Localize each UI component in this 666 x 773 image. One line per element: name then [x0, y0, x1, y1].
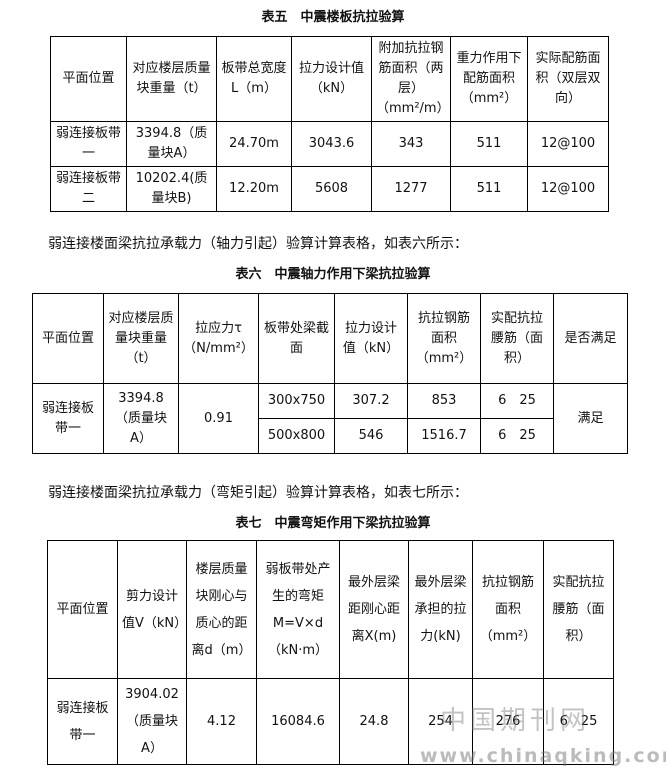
cell: 满足	[553, 383, 628, 454]
header-cell: 重力作用下配筋面积（mm²）	[450, 36, 528, 122]
header-cell: 拉力设计值（kN）	[291, 36, 372, 122]
cell: 3043.6	[291, 121, 372, 167]
header-cell: 最外层梁距刚心距离X(m)	[339, 540, 409, 679]
cell: 0.91	[178, 383, 259, 454]
cell: 343	[371, 121, 451, 167]
header-cell: 弱板带处产生的弯矩M=V×d（kN·m）	[256, 540, 340, 679]
cell: 307.2	[334, 383, 408, 419]
header-cell: 板带总宽度L（m）	[216, 36, 292, 122]
cell: 300x750	[258, 383, 335, 419]
paragraph: 弱连接楼面梁抗拉承载力（弯矩引起）验算计算表格，如表七所示：	[48, 485, 468, 501]
header-cell: 平面位置	[32, 293, 104, 384]
header-cell: 板带处梁截面	[258, 293, 335, 384]
cell: 24.8	[339, 678, 409, 765]
cell: 6 25	[480, 418, 554, 454]
header-cell: 抗拉钢筋面积（mm²）	[407, 293, 481, 384]
header-cell: 抗拉钢筋面积（mm²）	[472, 540, 544, 679]
header-cell: 最外层梁承担的拉力(kN)	[408, 540, 473, 679]
cell: 16084.6	[256, 678, 340, 765]
cell: 12@100	[527, 121, 609, 167]
cell: 弱连接板带二	[50, 166, 127, 212]
cell: 弱连接板带一	[47, 678, 118, 765]
cell: 511	[450, 166, 528, 212]
cell: 10202.4(质量块B)	[126, 166, 217, 212]
header-cell: 实配抗拉腰筋（面积）	[480, 293, 554, 384]
caption: 表七 中震弯矩作用下梁抗拉验算	[235, 516, 431, 531]
cell: 546	[334, 418, 408, 454]
cell: 511	[450, 121, 528, 167]
cell: 1516.7	[407, 418, 481, 454]
cell: 24.70m	[216, 121, 292, 167]
header-cell: 平面位置	[47, 540, 118, 679]
cell: 853	[407, 383, 481, 419]
header-cell: 实配抗拉腰筋（面积）	[543, 540, 614, 679]
caption: 表六 中震轴力作用下梁抗拉验算	[235, 267, 431, 282]
cell: 3394.8（质量块A）	[126, 121, 217, 167]
watermark: 中国期刊网	[440, 706, 591, 736]
cell: 6 25	[543, 678, 614, 765]
watermark-url: www.chinaqking.com	[420, 745, 666, 767]
cell: 弱连接板带一	[32, 383, 104, 454]
header-cell: 对应楼层质量块重量（t）	[126, 36, 217, 122]
cell: 4.12	[186, 678, 257, 765]
cell: 3904.02（质量块A）	[117, 678, 187, 765]
cell: 6 25	[480, 383, 554, 419]
cell: 3394.8（质量块A）	[103, 383, 179, 454]
header-cell: 剪力设计值V（kN）	[117, 540, 187, 679]
table: 平面位置 对应楼层质量块重量（t） 板带总宽度L（m） 拉力设计值（kN） 附加抗拉钢筋…	[50, 36, 609, 212]
cell: 1277	[371, 166, 451, 212]
caption: 表五 中震楼板抗拉验算	[261, 10, 405, 25]
cell: 5608	[291, 166, 372, 212]
cell: 弱连接板带一	[50, 121, 127, 167]
cell: 276	[472, 678, 544, 765]
cell: 500x800	[258, 418, 335, 454]
header-cell: 附加抗拉钢筋面积（两层）（mm²/m）	[371, 36, 451, 122]
header-cell: 对应楼层质量块重量（t）	[103, 293, 179, 384]
header-cell: 是否满足	[553, 293, 628, 384]
paragraph: 弱连接楼面梁抗拉承载力（轴力引起）验算计算表格，如表六所示：	[48, 236, 468, 252]
header-cell: 平面位置	[50, 36, 127, 122]
cell: 12.20m	[216, 166, 292, 212]
cell: 12@100	[527, 166, 609, 212]
table: 平面位置 剪力设计值V（kN） 楼层质量块刚心与质心的距离d（m） 弱板带处产生的弯矩…	[47, 540, 614, 765]
header-cell: 拉力设计值（kN）	[334, 293, 408, 384]
header-cell: 拉应力τ（N/mm²）	[178, 293, 259, 384]
header-cell: 楼层质量块刚心与质心的距离d（m）	[186, 540, 257, 679]
header-cell: 实际配筋面积（双层双向）	[527, 36, 609, 122]
table: 平面位置 对应楼层质量块重量（t） 拉应力τ（N/mm²） 板带处梁截面 拉力设计值（k…	[32, 293, 628, 454]
